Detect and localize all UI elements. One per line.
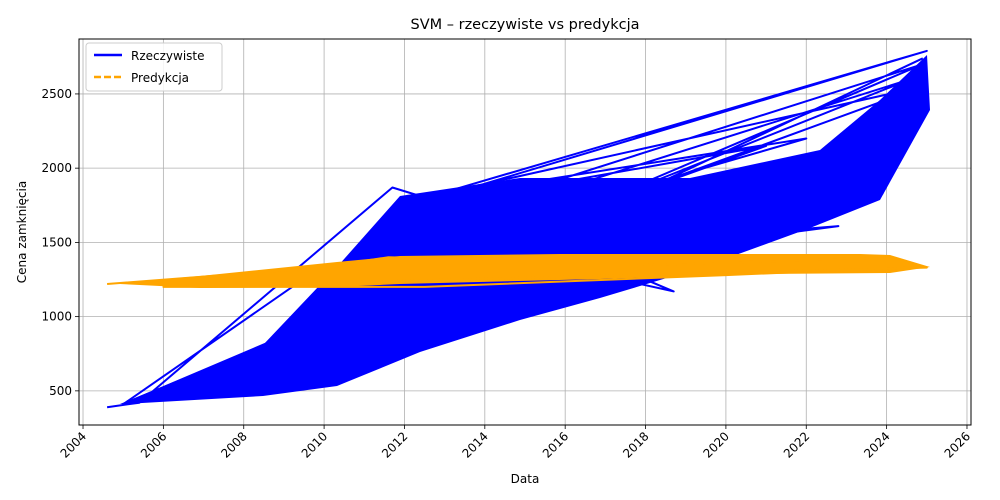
chart-title: SVM – rzeczywiste vs predykcja <box>411 17 640 33</box>
legend-actual-label: Rzeczywiste <box>131 49 205 63</box>
y-tick-label: 500 <box>49 384 72 398</box>
series-line-1 <box>107 256 928 288</box>
y-axis-title: Cena zamknięcia <box>15 181 29 283</box>
actual-series <box>106 49 928 409</box>
plot-frame <box>78 38 972 426</box>
predicted-series <box>107 256 928 288</box>
x-axis-title: Data <box>511 472 540 486</box>
y-tick-label: 1000 <box>41 310 72 324</box>
legend-predicted-label: Predykcja <box>131 71 189 85</box>
y-tick-label: 1500 <box>41 235 72 249</box>
series-line-0 <box>106 49 928 409</box>
y-tick-label: 2500 <box>41 87 72 101</box>
y-tick-label: 2000 <box>41 161 72 175</box>
legend: Rzeczywiste Predykcja <box>85 42 223 92</box>
y-axis: 500 1000 1500 2000 2500 <box>41 87 79 398</box>
